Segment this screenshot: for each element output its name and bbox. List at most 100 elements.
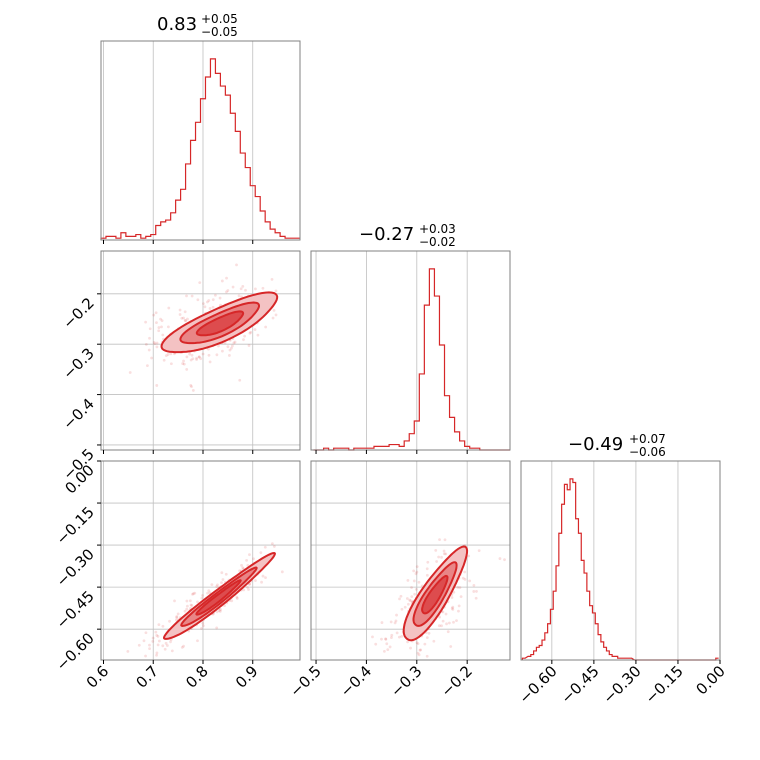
scatter-point	[417, 580, 421, 584]
scatter-point	[217, 609, 221, 613]
scatter-point	[414, 588, 418, 591]
scatter-point	[220, 279, 224, 283]
scatter-point	[226, 289, 230, 292]
scatter-point	[201, 594, 204, 597]
scatter-point	[447, 621, 451, 625]
scatter-point	[185, 607, 189, 611]
scatter-point	[459, 595, 463, 599]
scatter-point	[410, 586, 413, 589]
scatter-point	[451, 607, 455, 611]
contour-line-2	[421, 574, 449, 615]
scatter-point	[152, 313, 156, 317]
scatter-point	[225, 290, 228, 294]
scatter-point	[166, 353, 170, 356]
scatter-point	[175, 615, 179, 618]
title-value: −0.27	[359, 224, 414, 245]
scatter-point	[160, 325, 163, 329]
hist-series-0	[100, 58, 300, 240]
title-minus: −0.02	[419, 235, 456, 249]
scatter-point	[412, 569, 416, 573]
scatter-point	[148, 647, 151, 651]
scatter-point	[195, 358, 198, 361]
scatter-point	[180, 316, 184, 320]
scatter-point	[395, 613, 398, 617]
scatter-point	[220, 581, 223, 584]
scatter-point	[148, 327, 152, 331]
x-tick-label: −0.60	[515, 662, 560, 707]
scatter-point	[461, 576, 465, 580]
scatter-point	[388, 645, 392, 649]
scatter-point	[129, 663, 132, 666]
scatter-point	[169, 352, 173, 356]
scatter-point	[227, 354, 231, 357]
scatter-point	[432, 639, 436, 643]
scatter-point	[238, 569, 242, 573]
scatter-point	[239, 287, 243, 291]
scatter-point	[144, 342, 148, 346]
scatter-point	[127, 676, 130, 679]
contour-fill-2	[422, 575, 448, 614]
scatter-point	[390, 633, 394, 637]
scatter-point	[191, 389, 195, 392]
title-value: −0.49	[568, 434, 623, 455]
scatter-point	[192, 592, 195, 596]
scatter-point	[385, 642, 389, 646]
x-tick-label: 0.7	[132, 662, 162, 692]
scatter-point	[191, 592, 194, 596]
scatter-point	[270, 542, 274, 546]
scatter-point	[199, 357, 203, 361]
scatter-point	[156, 643, 160, 647]
scatter-point	[455, 619, 458, 622]
scatter-point	[441, 619, 445, 623]
scatter-point	[153, 342, 157, 346]
scatter-point	[219, 608, 223, 611]
scatter-point	[190, 294, 194, 298]
scatter-point	[475, 590, 478, 593]
scatter-point	[151, 640, 155, 643]
scatter-point	[463, 578, 467, 581]
scatter-point	[215, 585, 219, 588]
scatter-point	[246, 563, 250, 567]
scatter-point	[414, 572, 418, 576]
scatter-point	[165, 644, 169, 647]
scatter-point	[415, 570, 419, 574]
scatter-point	[190, 604, 194, 607]
scatter-point	[206, 300, 209, 304]
scatter-point	[144, 631, 148, 635]
x-tick-label: 0.6	[83, 662, 113, 692]
title-param-2: −0.49 +0.07 −0.06	[568, 432, 666, 459]
scatter-point	[503, 558, 506, 562]
scatter-point	[155, 633, 159, 637]
scatter-point	[207, 347, 210, 351]
scatter-point	[380, 637, 383, 641]
scatter-point	[161, 624, 165, 628]
scatter-point	[166, 325, 170, 329]
scatter-point	[215, 610, 219, 614]
scatter-point	[446, 630, 450, 634]
scatter-point	[168, 619, 171, 623]
scatter-point	[146, 364, 149, 368]
scatter-point	[252, 557, 255, 561]
scatter-point	[169, 640, 172, 644]
scatter-point	[182, 316, 185, 320]
scatter-point	[390, 636, 393, 639]
scatter-point	[456, 586, 460, 589]
scatter-point	[231, 285, 235, 289]
scatter-point	[440, 624, 443, 628]
scatter-point	[218, 296, 222, 300]
scatter-point	[207, 353, 211, 357]
scatter-point	[161, 644, 165, 648]
scatter-point	[468, 579, 472, 583]
scatter-point	[248, 553, 251, 557]
scatter-point	[167, 306, 171, 310]
title-minus: −0.05	[201, 25, 238, 39]
scatter-point	[191, 357, 195, 361]
scatter-point	[189, 603, 193, 607]
scatter-point	[182, 644, 185, 648]
y-tick-label: −0.3	[59, 344, 97, 382]
scatter-point	[221, 349, 224, 353]
x-tick-label: −0.30	[600, 662, 645, 707]
scatter-point	[426, 560, 430, 564]
scatter-point	[450, 596, 454, 599]
